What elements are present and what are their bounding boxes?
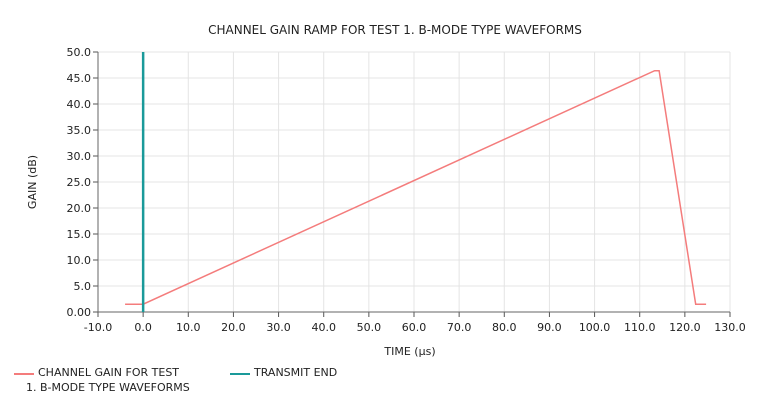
y-tick-label: 10.0 [67,254,92,267]
legend-label-cont: 1. B-MODE TYPE WAVEFORMS [26,381,190,394]
legend-item-transmit-end[interactable]: TRANSMIT END [230,366,337,379]
y-axis-label: GAIN (dB) [26,155,39,209]
y-tick-label: 0.00 [67,306,92,319]
x-tick-label: 20.0 [221,321,246,334]
y-tick-label: 50.0 [67,46,92,59]
legend-swatch [230,373,250,375]
x-tick-label: 50.0 [357,321,382,334]
x-tick-label: 60.0 [402,321,427,334]
y-tick-label: 20.0 [67,202,92,215]
x-tick-label: 100.0 [579,321,611,334]
x-tick-label: 90.0 [537,321,562,334]
x-tick-label: 110.0 [624,321,656,334]
y-tick-label: 25.0 [67,176,92,189]
y-tick-label: 15.0 [67,228,92,241]
legend-item-channel-gain[interactable]: CHANNEL GAIN FOR TEST 1. B-MODE TYPE WAV… [14,366,190,394]
legend-label: CHANNEL GAIN FOR TEST [38,366,180,379]
chart-title: CHANNEL GAIN RAMP FOR TEST 1. B-MODE TYP… [208,23,582,37]
legend-label: TRANSMIT END [254,366,338,379]
y-tick-label: 35.0 [67,124,92,137]
x-tick-label: 80.0 [492,321,517,334]
x-tick-label: -10.0 [84,321,112,334]
x-tick-label: 10.0 [176,321,201,334]
y-tick-label: 5.0 [74,280,92,293]
y-tick-label: 30.0 [67,150,92,163]
x-tick-label: 120.0 [669,321,701,334]
y-tick-label: 45.0 [67,72,92,85]
x-axis-label: TIME (µs) [383,345,435,358]
x-tick-label: 130.0 [714,321,746,334]
x-tick-label: 40.0 [311,321,336,334]
y-tick-label: 40.0 [67,98,92,111]
legend-swatch [14,373,34,375]
x-tick-label: 30.0 [266,321,291,334]
gain-series-line [125,69,707,305]
x-tick-label: 70.0 [447,321,472,334]
x-tick-label: 0.0 [134,321,152,334]
